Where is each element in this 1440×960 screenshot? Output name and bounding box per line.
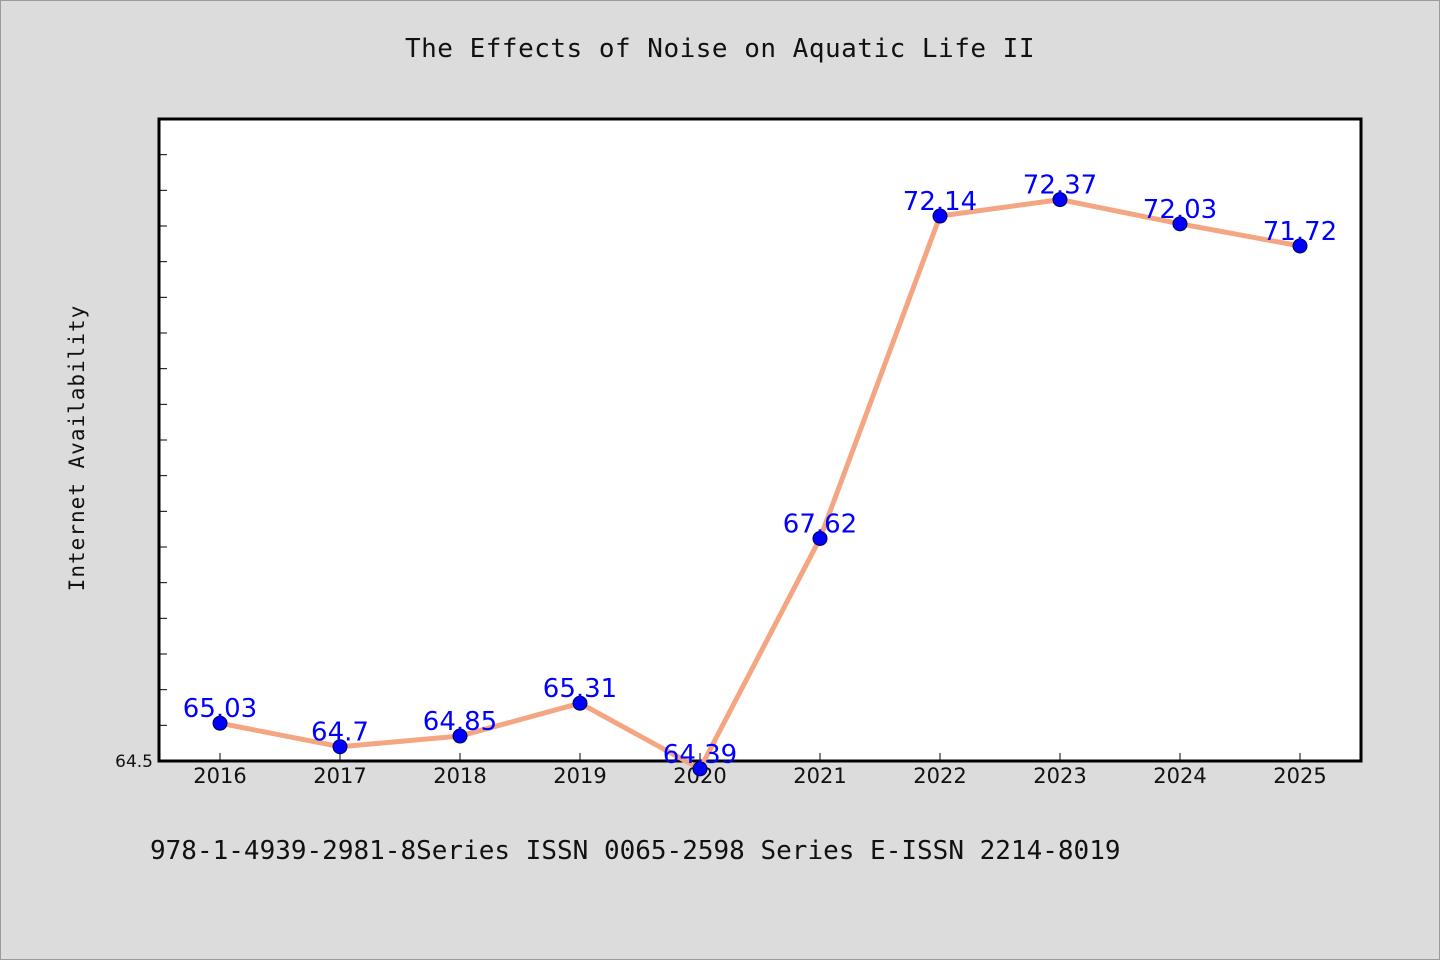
data-point [932, 208, 948, 224]
y-tick-label: 64.5 [115, 752, 153, 772]
data-label: 67.62 [783, 509, 857, 539]
data-point [1052, 192, 1068, 208]
data-label: 72.03 [1143, 195, 1217, 225]
chart-title: The Effects of Noise on Aquatic Life II [405, 34, 1035, 64]
x-tick-label: 2021 [793, 764, 846, 788]
data-label: 65.03 [183, 694, 257, 724]
series-group [212, 192, 1308, 777]
series-line [217, 197, 1303, 772]
x-tick-label: 2024 [1153, 764, 1206, 788]
x-tick-label: 2019 [553, 764, 606, 788]
data-labels: 65.03 64.7 64.85 65.31 64.39 67.62 72.14 72.37 7… [183, 171, 1337, 770]
data-point [692, 761, 708, 777]
data-point [572, 695, 588, 711]
x-tick-label: 2023 [1033, 764, 1086, 788]
x-axis-ticks: 2016201720182019202020212022202320242025 [193, 753, 1327, 788]
data-label: 72.37 [1023, 171, 1097, 201]
x-tick-label: 2025 [1273, 764, 1326, 788]
data-label: 64.7 [311, 718, 369, 748]
x-tick-label: 2018 [433, 764, 486, 788]
data-label: 65.31 [543, 674, 617, 704]
data-point [212, 715, 228, 731]
data-point [1172, 216, 1188, 232]
data-point [1292, 238, 1308, 254]
x-tick-label: 2022 [913, 764, 966, 788]
data-label: 64.39 [663, 740, 737, 770]
x-tick-label: 2016 [193, 764, 246, 788]
footer-isbn-text: 978-1-4939-2981-8Series ISSN 0065-2598 S… [150, 836, 1121, 866]
data-point [332, 739, 348, 755]
data-point [812, 530, 828, 546]
data-label: 72.14 [903, 187, 977, 217]
x-tick-label: 2017 [313, 764, 366, 788]
data-label: 71.72 [1263, 217, 1337, 247]
data-point [452, 728, 468, 744]
y-axis-ticks: 64.5 [115, 154, 167, 772]
data-label: 64.85 [423, 707, 497, 737]
